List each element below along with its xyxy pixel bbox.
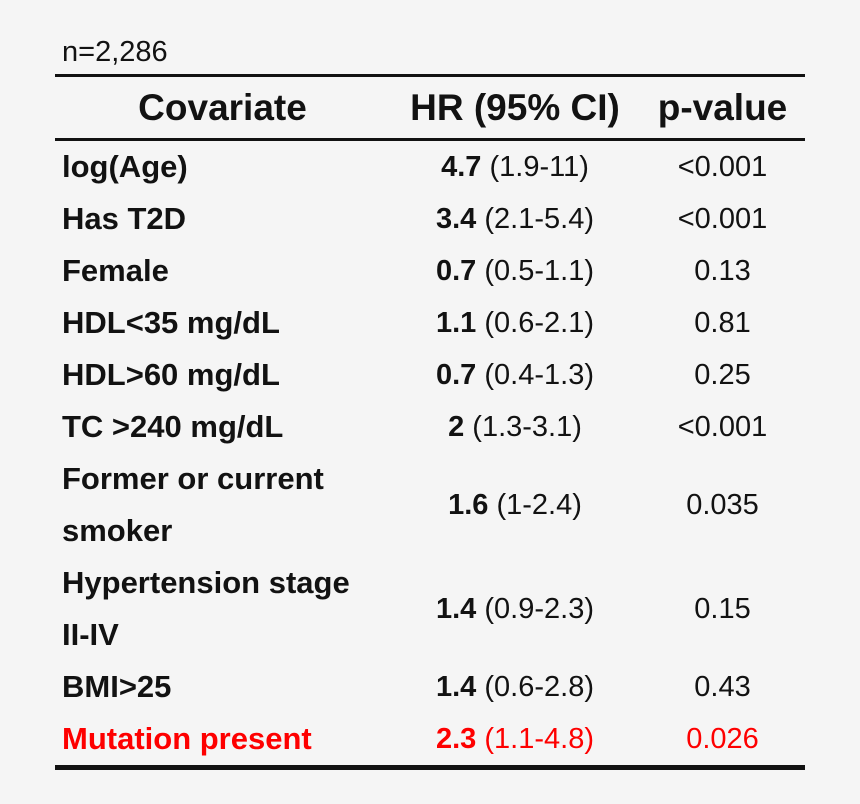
- table-row: Former or current smoker 1.6 (1-2.4) 0.0…: [55, 453, 805, 557]
- table-row: Has T2D 3.4 (2.1-5.4) <0.001: [55, 193, 805, 245]
- ci-value: (2.1-5.4): [484, 203, 594, 235]
- hr-cell: 0.7 (0.4-1.3): [390, 357, 640, 393]
- covariate-cell: HDL>60 mg/dL: [62, 357, 280, 392]
- table-row: Hypertension stage II-IV 1.4 (0.9-2.3) 0…: [55, 557, 805, 661]
- hr-value: 1.6: [448, 489, 489, 521]
- table-row-mutation-present: Mutation present 2.3 (1.1-4.8) 0.026: [55, 713, 805, 765]
- p-value-cell: <0.001: [677, 411, 768, 443]
- p-value-cell: 0.43: [694, 671, 751, 703]
- ci-value: (0.6-2.8): [484, 671, 594, 703]
- covariate-cell: Has T2D: [62, 201, 187, 236]
- ci-value: (1.1-4.8): [484, 723, 594, 755]
- hr-value: 4.7: [441, 151, 482, 183]
- hr-cell: 1.1 (0.6-2.1): [390, 305, 640, 341]
- hr-value: 2: [448, 411, 465, 443]
- covariate-cell: TC >240 mg/dL: [62, 409, 284, 444]
- hr-value: 1.4: [436, 671, 477, 703]
- header-p-value: p-value: [657, 86, 788, 128]
- table-row: TC >240 mg/dL 2 (1.3-3.1) <0.001: [55, 401, 805, 453]
- hr-cell: 1.4 (0.6-2.8): [390, 669, 640, 705]
- hr-value: 0.7: [436, 359, 477, 391]
- table-row: Female 0.7 (0.5-1.1) 0.13: [55, 245, 805, 297]
- sample-size-label: n=2,286: [62, 36, 168, 68]
- hr-value: 1.1: [436, 307, 477, 339]
- ci-value: (1.9-11): [489, 151, 589, 183]
- covariate-cell: Hypertension stage II-IV: [62, 565, 350, 652]
- covariate-cell: log(Age): [62, 149, 188, 184]
- header-covariate: Covariate: [138, 86, 307, 128]
- table-row: BMI>25 1.4 (0.6-2.8) 0.43: [55, 661, 805, 713]
- covariate-cell: BMI>25: [62, 669, 172, 704]
- table-row: HDL<35 mg/dL 1.1 (0.6-2.1) 0.81: [55, 297, 805, 349]
- table-header-row: Covariate HR (95% CI) p-value: [55, 77, 805, 138]
- covariate-cell: Female: [62, 253, 169, 288]
- table-row: log(Age) 4.7 (1.9-11) <0.001: [55, 141, 805, 193]
- p-value-cell: 0.81: [694, 307, 751, 339]
- p-value-cell: 0.13: [694, 255, 751, 287]
- hr-cell: 0.7 (0.5-1.1): [390, 253, 640, 289]
- ci-value: (0.9-2.3): [484, 593, 594, 625]
- hr-value: 3.4: [436, 203, 477, 235]
- p-value-cell: 0.15: [694, 593, 751, 625]
- p-value-cell: <0.001: [677, 203, 768, 235]
- hazard-ratio-table-figure: n=2,286 Covariate HR (95% CI) p-value lo…: [55, 0, 805, 770]
- hr-value: 0.7: [436, 255, 477, 287]
- p-value-cell: 0.25: [694, 359, 751, 391]
- p-value-cell: 0.026: [686, 723, 759, 755]
- hr-cell: 1.4 (0.9-2.3): [390, 591, 640, 627]
- hr-cell: 1.6 (1-2.4): [390, 487, 640, 523]
- hr-cell: 4.7 (1.9-11): [390, 149, 640, 185]
- p-value-cell: <0.001: [677, 151, 768, 183]
- header-hr-ci: HR (95% CI): [410, 86, 620, 128]
- hr-value: 1.4: [436, 593, 477, 625]
- hr-cell: 3.4 (2.1-5.4): [390, 201, 640, 237]
- table-top-rule: [55, 74, 805, 77]
- table-header-rule: [55, 138, 805, 141]
- covariate-cell: HDL<35 mg/dL: [62, 305, 280, 340]
- p-value-cell: 0.035: [686, 489, 759, 521]
- table-body: log(Age) 4.7 (1.9-11) <0.001 Has T2D 3.4…: [55, 141, 805, 765]
- ci-value: (0.4-1.3): [484, 359, 594, 391]
- table-row: HDL>60 mg/dL 0.7 (0.4-1.3) 0.25: [55, 349, 805, 401]
- ci-value: (0.6-2.1): [484, 307, 594, 339]
- ci-value: (0.5-1.1): [484, 255, 594, 287]
- hr-cell: 2.3 (1.1-4.8): [390, 721, 640, 757]
- ci-value: (1.3-3.1): [472, 411, 582, 443]
- hr-cell: 2 (1.3-3.1): [390, 409, 640, 445]
- table-bottom-rule: [55, 765, 805, 770]
- covariate-cell: Mutation present: [62, 721, 312, 756]
- hr-value: 2.3: [436, 723, 477, 755]
- covariate-cell: Former or current smoker: [62, 461, 324, 548]
- ci-value: (1-2.4): [496, 489, 582, 521]
